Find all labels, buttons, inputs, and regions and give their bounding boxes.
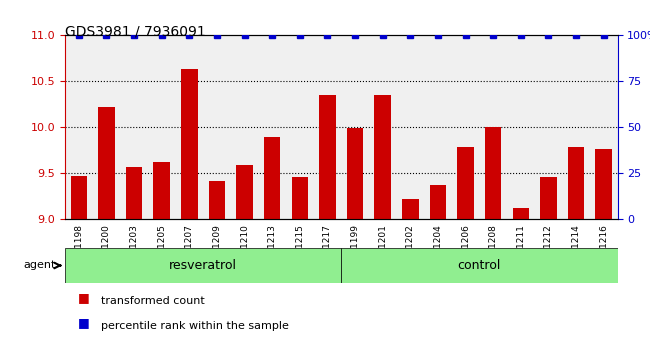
Bar [264, 137, 280, 219]
Bar [374, 95, 391, 219]
Bar [595, 149, 612, 219]
Bar [341, 35, 369, 219]
Bar [458, 147, 474, 219]
Bar [347, 129, 363, 219]
Bar [452, 35, 480, 219]
Bar [176, 35, 203, 219]
Bar [313, 35, 341, 219]
Bar [430, 185, 446, 219]
Text: agent: agent [23, 261, 55, 270]
Bar [237, 165, 253, 219]
Bar [209, 181, 225, 219]
Text: ■: ■ [78, 291, 90, 304]
Bar [148, 35, 176, 219]
Bar [534, 35, 562, 219]
Bar [507, 35, 534, 219]
Bar [71, 176, 87, 219]
Text: percentile rank within the sample: percentile rank within the sample [101, 321, 289, 331]
Text: GDS3981 / 7936091: GDS3981 / 7936091 [65, 25, 206, 39]
Bar [181, 69, 198, 219]
Bar [396, 35, 424, 219]
Bar [485, 126, 502, 219]
Bar [540, 177, 556, 219]
Bar [259, 35, 286, 219]
Bar [98, 107, 114, 219]
Bar [286, 35, 313, 219]
Bar [590, 35, 618, 219]
Bar [369, 35, 396, 219]
Bar [291, 177, 308, 219]
Bar [120, 35, 148, 219]
Bar [203, 35, 231, 219]
Bar [568, 147, 584, 219]
Text: transformed count: transformed count [101, 296, 205, 306]
Bar [231, 35, 259, 219]
FancyBboxPatch shape [341, 248, 618, 283]
Bar [126, 167, 142, 219]
Bar [402, 199, 419, 219]
Bar [562, 35, 590, 219]
Bar [512, 209, 529, 219]
Bar [153, 162, 170, 219]
Bar [424, 35, 452, 219]
Text: resveratrol: resveratrol [169, 259, 237, 272]
Bar [319, 95, 335, 219]
Text: control: control [458, 259, 501, 272]
Bar [480, 35, 507, 219]
FancyBboxPatch shape [65, 248, 341, 283]
Bar [92, 35, 120, 219]
Bar [65, 35, 92, 219]
Text: ■: ■ [78, 316, 90, 329]
